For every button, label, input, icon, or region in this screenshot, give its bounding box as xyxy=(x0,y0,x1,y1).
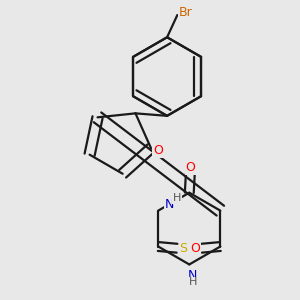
Text: O: O xyxy=(185,161,195,174)
Text: Br: Br xyxy=(179,6,193,19)
Text: H: H xyxy=(188,277,197,287)
Text: N: N xyxy=(164,198,174,211)
Text: S: S xyxy=(179,242,187,255)
Text: H: H xyxy=(173,193,181,203)
Text: N: N xyxy=(188,269,197,282)
Text: O: O xyxy=(153,144,163,158)
Text: O: O xyxy=(190,242,200,255)
